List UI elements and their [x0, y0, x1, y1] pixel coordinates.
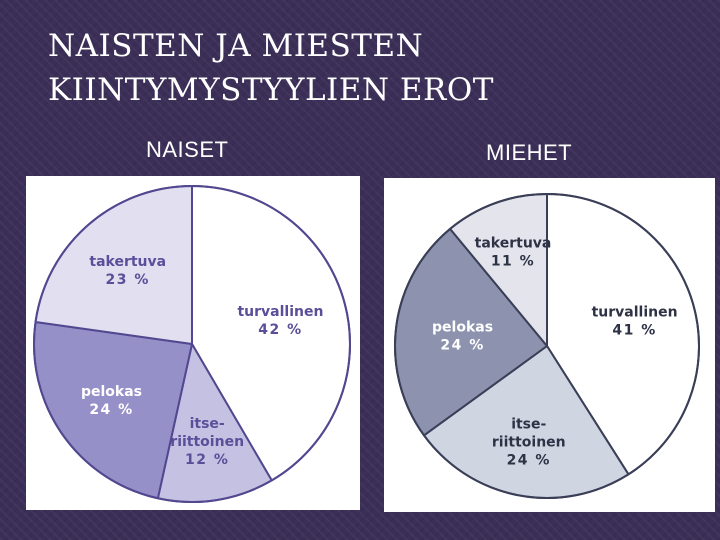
slice-name-label-0: turvallinen	[592, 305, 678, 321]
pie-outline	[394, 193, 700, 499]
pie-panel-miehet: turvallinen 41 % itse-riittoinen 24 % peloka…	[384, 178, 715, 512]
slice-value-label-1: 24 %	[507, 453, 551, 469]
chart-title-miehet: MIEHET	[486, 140, 573, 165]
slice-value-label-3: 23 %	[106, 272, 150, 288]
pie-chart-miehet: turvallinen 41 % itse-riittoinen 24 % peloka…	[394, 193, 700, 499]
slice-value-label-0: 42 %	[258, 322, 302, 338]
slice-name-label-3: takertuva	[475, 236, 552, 252]
chart-title-naiset: NAISET	[146, 137, 229, 162]
slice-value-label-1: 12 %	[185, 452, 229, 468]
slide-title-line-1: NAISTEN JA MIESTEN	[48, 28, 424, 64]
slice-name-label-2: pelokas	[432, 319, 493, 335]
pie-outline	[33, 185, 351, 503]
slice-name-label-1: riittoinen	[170, 434, 244, 450]
slice-name-label-1: itse-	[190, 416, 225, 432]
slide-title: NAISTEN JA MIESTEN KIINTYMYSTYYLIEN EROT	[48, 24, 688, 112]
slice-name-label-1: itse-	[511, 417, 546, 433]
slice-value-label-2: 24 %	[440, 337, 484, 353]
pie-chart-naiset: turvallinen 42 % itse-riittoinen 12 % peloka…	[33, 185, 351, 503]
slice-name-label-1: riittoinen	[492, 435, 566, 451]
slide-title-line-2: KIINTYMYSTYYLIEN EROT	[48, 72, 494, 108]
slice-value-label-2: 24 %	[89, 402, 133, 418]
slice-value-label-0: 41 %	[612, 323, 656, 339]
slice-name-label-2: pelokas	[81, 384, 142, 400]
slice-name-label-0: turvallinen	[237, 304, 323, 320]
slice-name-label-3: takertuva	[89, 254, 166, 270]
pie-panel-naiset: turvallinen 42 % itse-riittoinen 12 % peloka…	[26, 176, 360, 510]
slice-value-label-3: 11 %	[491, 254, 535, 270]
